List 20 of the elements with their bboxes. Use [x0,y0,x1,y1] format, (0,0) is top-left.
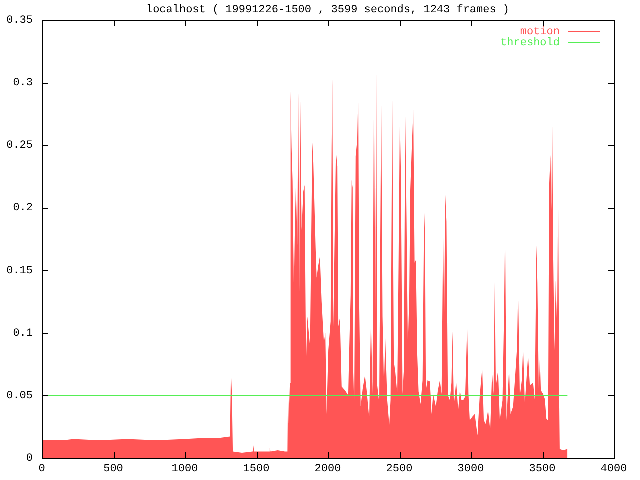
x-tick-label: 500 [104,464,124,476]
x-tick-label: 4000 [600,464,628,476]
y-tick-label: 0.05 [6,390,33,402]
y-tick-label: 0.1 [13,328,34,340]
y-tick-label: 0 [26,452,33,465]
x-tick-label: 3000 [458,464,484,476]
x-tick-label: 2000 [314,464,342,476]
x-tick-label: 3500 [529,464,556,476]
y-tick-label: 0.2 [13,202,33,215]
x-tick-label: 0 [38,464,46,476]
legend-label: motion [520,26,560,38]
x-tick-label: 2500 [386,464,413,476]
legend-label: threshold [500,37,560,50]
chart-title: localhost ( 19991226-1500 , 3599 seconds, 1243 frames ) [146,4,510,17]
y-tick-label: 0.15 [6,265,33,278]
x-tick-label: 1500 [243,464,270,476]
y-tick-label: 0.25 [6,140,33,152]
x-tick-label: 1000 [172,464,198,476]
y-tick-label: 0.35 [6,15,33,28]
y-tick-label: 0.3 [13,78,33,90]
